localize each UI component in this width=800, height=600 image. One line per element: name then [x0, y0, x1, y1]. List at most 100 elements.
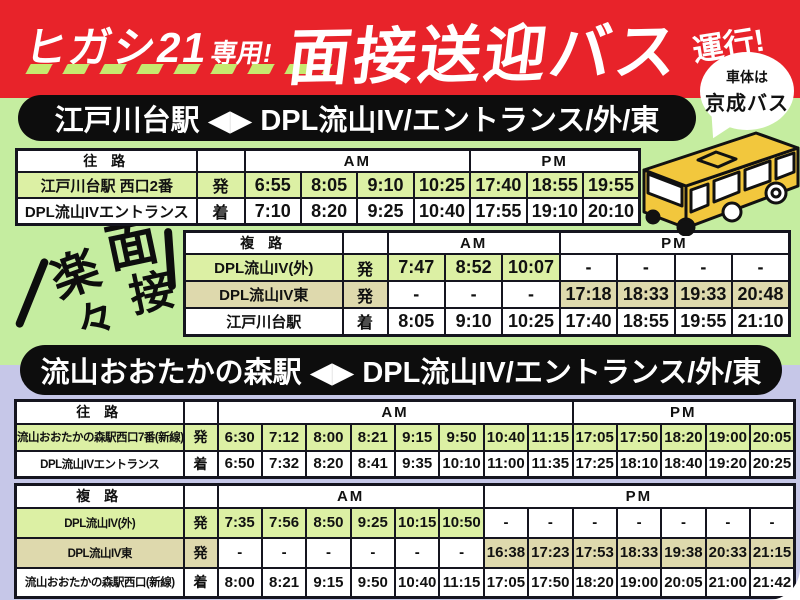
empty-header-cell — [195, 148, 246, 173]
time-cell: 10:50 — [438, 506, 485, 539]
time-cell: 18:20 — [571, 566, 618, 599]
time-cell: - — [349, 536, 397, 569]
route-direction-label: 往 路 — [14, 399, 185, 425]
empty-header-cell — [182, 399, 219, 425]
slash-left-decoration — [14, 257, 50, 329]
time-cell: 11:15 — [527, 422, 574, 452]
time-cell: 8:41 — [349, 449, 397, 479]
timetable-return-edogawadai: 複 路 AM PM DPL流山IV(外) 発 7:47 8:52 10:07- - - - DPL流山… — [183, 230, 791, 337]
section-title-edogawadai: 江戸川台駅 ◀▶ DPL流山IV/エントランス/外/東 — [18, 95, 696, 141]
route-direction-label: 複 路 — [14, 483, 185, 509]
time-cell: 19:00 — [704, 422, 752, 452]
time-cell: 21:15 — [749, 536, 796, 569]
time-cell: 20:48 — [731, 280, 791, 309]
time-cell: - — [660, 506, 707, 539]
time-cell: 9:10 — [443, 307, 504, 336]
time-cell: 21:00 — [704, 566, 752, 599]
departure-arrival-cell: 着 — [182, 566, 219, 599]
time-cell: 9:35 — [393, 449, 441, 479]
time-cell: 9:50 — [438, 422, 485, 452]
time-cell: 8:21 — [349, 422, 397, 452]
am-header: AM — [216, 399, 574, 425]
time-cell: 10:25 — [501, 307, 561, 336]
time-cell: 9:15 — [305, 566, 352, 599]
bubble-text-small: 車体は — [726, 68, 768, 85]
departure-arrival-cell: 発 — [341, 280, 389, 309]
time-cell: - — [527, 506, 574, 539]
time-cell: 8:20 — [305, 449, 352, 479]
time-cell: 19:33 — [673, 280, 734, 309]
time-cell: - — [558, 253, 619, 282]
time-cell: 19:55 — [582, 171, 641, 199]
time-cell: 17:55 — [469, 197, 528, 226]
station-cell: 流山おおたかの森駅西口7番(新線) — [14, 422, 185, 452]
am-header: AM — [216, 483, 485, 509]
time-cell: 18:10 — [615, 449, 663, 479]
time-cell: 8:20 — [299, 197, 359, 226]
time-cell: 11:00 — [482, 449, 530, 479]
time-cell: 11:35 — [527, 449, 574, 479]
time-cell: 17:53 — [571, 536, 618, 569]
timetable-outbound-otakanomori: 往 路 AM PM 流山おおたかの森駅西口7番(新線) 発 6:30 7:12 8:00 8:2… — [14, 399, 796, 479]
time-cell: 8:00 — [305, 422, 352, 452]
time-cell: 9:50 — [349, 566, 397, 599]
time-cell: 17:50 — [527, 566, 574, 599]
time-cell: 20:10 — [582, 197, 641, 226]
station-cell: 流山おおたかの森駅西口(新線) — [14, 566, 185, 599]
time-cell: 6:55 — [243, 171, 302, 199]
time-cell: 7:35 — [216, 506, 263, 539]
time-cell: 18:20 — [660, 422, 707, 452]
time-cell: - — [704, 506, 752, 539]
time-cell: 8:21 — [260, 566, 308, 599]
departure-arrival-cell: 発 — [341, 253, 389, 282]
station-cell: DPL流山IVエントランス — [14, 449, 185, 479]
station-cell: 江戸川台駅 西口2番 — [15, 171, 198, 199]
departure-arrival-cell: 発 — [182, 422, 219, 452]
time-cell: 8:05 — [386, 307, 446, 336]
time-cell: 7:10 — [243, 197, 302, 226]
timetable-return-otakanomori: 複 路 AM PM DPL流山IV(外) 発 7:35 7:56 8:50 9:25 10:15 1… — [14, 483, 796, 599]
time-cell: 10:15 — [393, 506, 441, 539]
station-cell: DPL流山IV東 — [183, 280, 344, 309]
time-cell: 7:32 — [260, 449, 308, 479]
time-cell: 17:05 — [571, 422, 618, 452]
time-cell: 17:23 — [527, 536, 574, 569]
time-cell: - — [386, 280, 446, 309]
deco-char-noma: 々 — [69, 292, 123, 348]
bubble-text-large: 京成バス — [705, 92, 789, 115]
departure-arrival-cell: 発 — [182, 536, 219, 569]
pm-header: PM — [558, 230, 791, 255]
time-cell: - — [615, 506, 663, 539]
time-cell: 7:47 — [386, 253, 446, 282]
time-cell: 10:10 — [438, 449, 485, 479]
time-cell: 18:40 — [660, 449, 707, 479]
route-direction-label: 複 路 — [183, 230, 344, 255]
time-cell: 19:38 — [660, 536, 707, 569]
poster-main-title: 面接送迎バス — [284, 17, 684, 94]
time-cell: - — [749, 506, 796, 539]
bus-illustration-icon — [642, 131, 800, 236]
time-cell: - — [571, 506, 618, 539]
time-cell: 17:25 — [571, 449, 618, 479]
station-cell: 江戸川台駅 — [183, 307, 344, 336]
time-cell: 6:50 — [216, 449, 263, 479]
time-cell: 20:05 — [660, 566, 707, 599]
time-cell: 10:40 — [393, 566, 441, 599]
section-title-otakanomori: 流山おおたかの森駅 ◀▶ DPL流山IV/エントランス/外/東 — [20, 345, 782, 395]
departure-arrival-cell: 着 — [182, 449, 219, 479]
time-cell: 16:38 — [482, 536, 530, 569]
time-cell: 18:33 — [615, 536, 663, 569]
time-cell: 18:55 — [616, 307, 676, 336]
time-cell: 7:12 — [260, 422, 308, 452]
route-direction-label: 往 路 — [15, 148, 198, 173]
time-cell: 10:40 — [412, 197, 472, 226]
time-cell: 9:25 — [356, 197, 415, 226]
time-cell: - — [443, 280, 504, 309]
time-cell: - — [438, 536, 485, 569]
rakuraku-mensetsu-decoration: 楽 々 面 接 — [14, 212, 182, 348]
time-cell: 8:05 — [299, 171, 359, 199]
time-cell: 19:55 — [673, 307, 734, 336]
time-cell: 17:05 — [482, 566, 530, 599]
time-cell: 19:00 — [615, 566, 663, 599]
